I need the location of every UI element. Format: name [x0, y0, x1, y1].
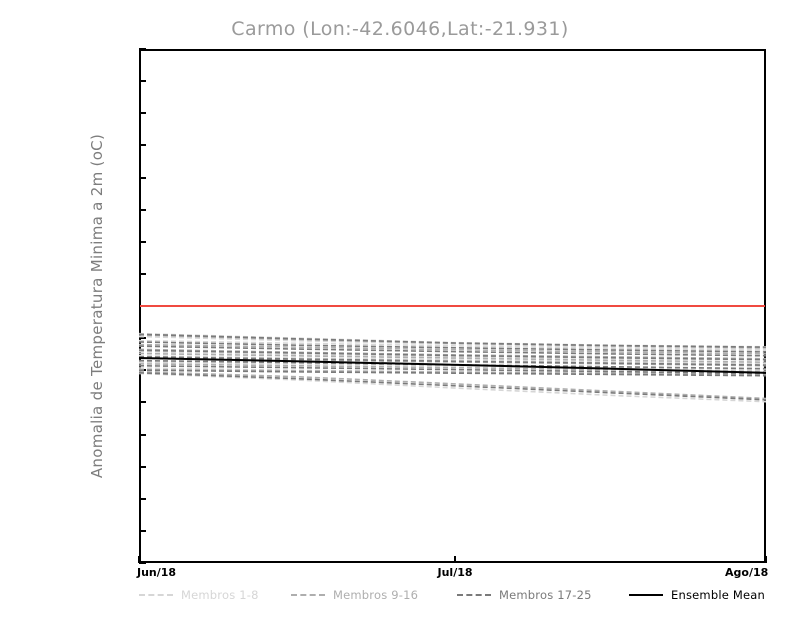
legend-item[interactable]: Ensemble Mean	[629, 586, 765, 604]
y-tick-mark	[139, 48, 146, 50]
x-tick-label: Ago/18	[725, 566, 769, 579]
legend-swatch-icon	[457, 594, 491, 596]
legend-item[interactable]: Membros 9-16	[291, 586, 418, 604]
x-tick-mark	[138, 556, 140, 563]
chart-title: Carmo (Lon:-42.6046,Lat:-21.931)	[231, 18, 569, 40]
legend-label: Ensemble Mean	[671, 588, 765, 602]
y-tick-mark	[139, 208, 146, 211]
legend-swatch-icon	[629, 594, 663, 596]
y-tick-mark	[139, 176, 146, 179]
y-tick-mark	[139, 305, 146, 307]
y-tick-mark	[139, 497, 146, 500]
legend-item[interactable]: Membros 1-8	[139, 586, 259, 604]
y-tick-mark	[139, 80, 146, 83]
legend-swatch-icon	[291, 594, 325, 596]
x-tick-label: Jun/18	[137, 566, 177, 579]
legend-label: Membros 1-8	[181, 588, 259, 602]
x-tick-mark	[454, 556, 456, 563]
y-tick-mark	[139, 112, 146, 115]
x-tick-label: Jul/18	[437, 566, 473, 579]
y-tick-mark	[139, 562, 146, 564]
y-tick-mark	[139, 529, 146, 532]
y-tick-mark	[139, 369, 146, 372]
y-tick-mark	[139, 401, 146, 404]
y-tick-mark	[139, 465, 146, 468]
y-tick-mark	[139, 144, 146, 147]
legend: Membros 1-8 Membros 9-16 Membros 17-25 Ense…	[139, 586, 766, 604]
y-axis-title: Anomalia de Temperatura Minima a 2m (oC)	[88, 133, 106, 479]
y-tick-mark	[139, 272, 146, 275]
y-tick-mark	[139, 337, 146, 340]
y-tick-mark	[139, 433, 146, 436]
legend-label: Membros 17-25	[499, 588, 592, 602]
legend-item[interactable]: Membros 17-25	[457, 586, 592, 604]
x-tick-mark	[765, 556, 767, 563]
legend-swatch-icon	[139, 594, 173, 596]
plot-area	[139, 49, 766, 563]
legend-label: Membros 9-16	[333, 588, 419, 602]
y-tick-mark	[139, 240, 146, 243]
